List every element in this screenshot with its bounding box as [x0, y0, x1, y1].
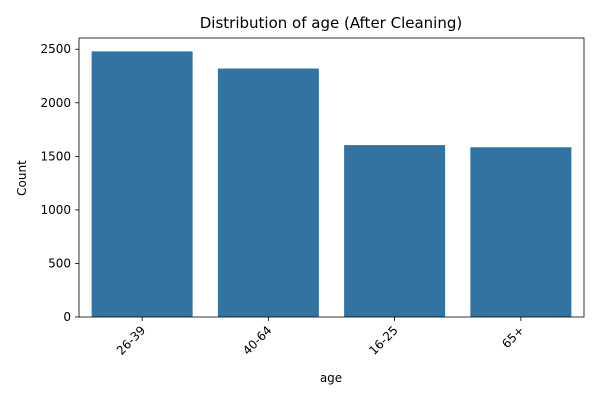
y-axis: 0 500 1000 1500 2000 2500 [40, 42, 79, 324]
plot-frame [78, 37, 585, 318]
y-axis-label: Count [15, 160, 29, 196]
x-tick-label: 16-25 [366, 323, 401, 358]
bar-65+ [470, 147, 572, 317]
x-axis: 26-39 40-64 16-25 65+ [114, 317, 527, 358]
y-tick-label: 2000 [40, 96, 71, 110]
x-tick-label: 40-64 [240, 323, 275, 358]
y-tick-label: 1500 [40, 149, 71, 163]
bar-16-25 [344, 145, 446, 317]
x-axis-label: age [320, 371, 342, 385]
chart-title: Distribution of age (After Cleaning) [200, 14, 462, 32]
x-tick-label: 26-39 [114, 323, 149, 358]
y-tick-label: 2500 [40, 42, 71, 56]
bar-26-39 [91, 51, 193, 317]
bars-layer [91, 51, 572, 318]
y-tick-label: 500 [48, 256, 71, 270]
bar-40-64 [217, 68, 319, 318]
y-tick-label: 1000 [40, 203, 71, 217]
y-tick-label: 0 [63, 310, 71, 324]
x-tick-label: 65+ [499, 323, 527, 351]
